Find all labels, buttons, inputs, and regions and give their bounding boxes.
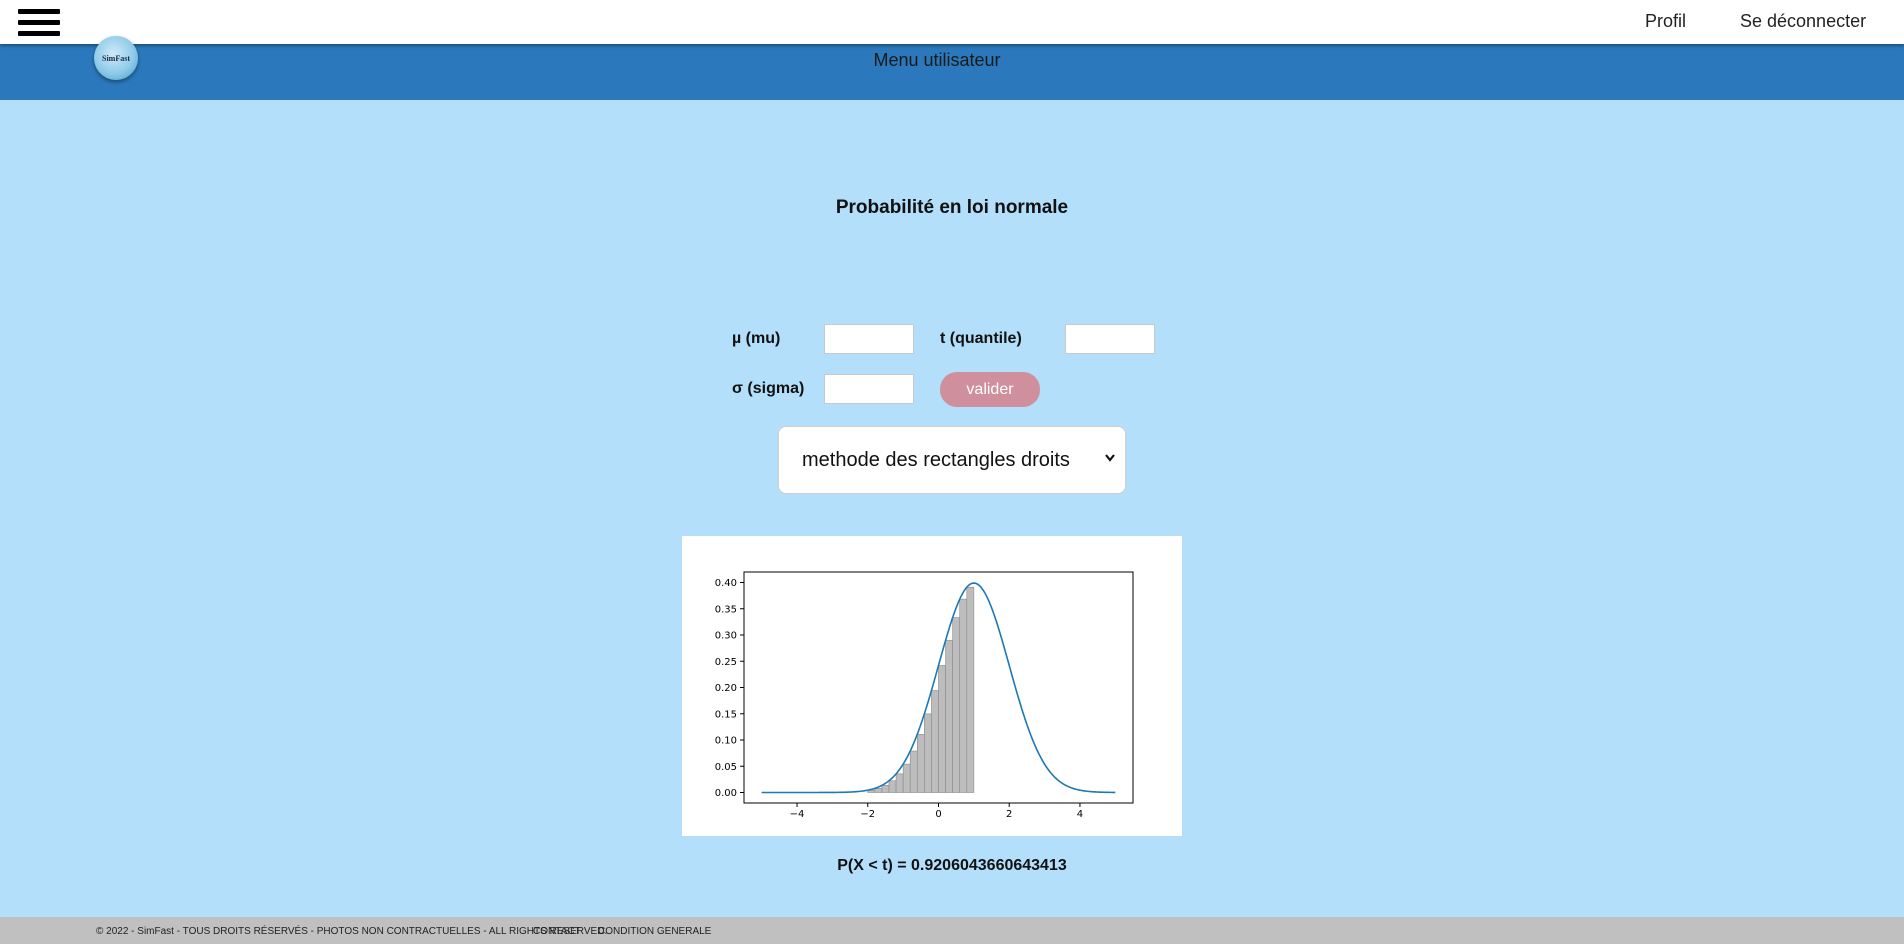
histogram-bar xyxy=(945,640,953,793)
y-tick-label: 0.20 xyxy=(715,683,737,694)
sigma-input[interactable] xyxy=(824,374,914,404)
hamburger-menu-icon[interactable] xyxy=(18,9,60,37)
y-tick-label: 0.05 xyxy=(715,762,737,773)
t-quantile-label: t (quantile) xyxy=(940,330,1022,347)
histogram-bar xyxy=(938,665,946,793)
histogram-bar xyxy=(888,780,897,793)
footer: © 2022 - SimFast - TOUS DROITS RÉSERVÉS … xyxy=(0,917,1904,944)
x-tick-label: −4 xyxy=(790,809,805,820)
footer-contact-link[interactable]: CONTACT xyxy=(533,926,581,937)
normal-density-curve xyxy=(761,582,1116,794)
logout-link[interactable]: Se déconnecter xyxy=(1740,11,1867,31)
mu-input[interactable] xyxy=(824,324,914,354)
user-menu-bar xyxy=(0,44,1904,100)
y-tick-label: 0.10 xyxy=(715,736,737,747)
chart-panel: −4 −2 0 2 4 0.00 0.05 0.10 0.15 0.20 0.25 0.30 0.35 0… xyxy=(682,536,1182,836)
footer-copyright: © 2022 - SimFast - TOUS DROITS RÉSERVÉS … xyxy=(96,926,608,937)
histogram-bar xyxy=(916,733,925,793)
normal-distribution-chart: −4 −2 0 2 4 0.00 0.05 0.10 0.15 0.20 0.25 0.30 0.35 0… xyxy=(715,571,1134,820)
y-tick-label: 0.15 xyxy=(715,709,737,720)
sigma-label: σ (sigma) xyxy=(732,380,805,397)
y-tick-label: 0.00 xyxy=(715,788,737,799)
valider-button[interactable]: valider xyxy=(940,372,1040,407)
method-select[interactable]: methode des rectangles droits xyxy=(778,426,1126,494)
histogram-bar xyxy=(959,598,968,793)
page-title: Probabilité en loi normale xyxy=(835,197,1069,218)
logo-text: SimFast xyxy=(102,53,130,63)
histogram-bar xyxy=(931,690,939,793)
histogram-bar xyxy=(952,617,961,793)
histogram-bar xyxy=(909,750,918,793)
histogram-bar xyxy=(874,788,883,793)
profile-link[interactable]: Profil xyxy=(1645,11,1687,31)
x-tick-label: −2 xyxy=(860,809,875,820)
y-tick-label: 0.25 xyxy=(715,657,737,668)
simfast-logo[interactable]: SimFast xyxy=(94,36,138,80)
chevron-down-icon xyxy=(1105,454,1115,462)
y-tick-label: 0.40 xyxy=(715,578,737,589)
t-quantile-input[interactable] xyxy=(1065,324,1155,354)
x-tick-label: 2 xyxy=(1006,809,1012,820)
histogram-bar xyxy=(895,773,904,793)
histogram-bar xyxy=(902,763,911,793)
footer-conditions-link[interactable]: CONDITION GENERALE xyxy=(598,926,712,937)
histogram-bar xyxy=(966,586,975,793)
x-tick-label: 4 xyxy=(1077,809,1083,820)
method-select-value: methode des rectangles droits xyxy=(802,449,1070,471)
user-menu-title: Menu utilisateur xyxy=(873,50,1001,70)
histogram-bar xyxy=(924,713,932,793)
x-tick-label: 0 xyxy=(935,809,941,820)
y-tick-label: 0.35 xyxy=(715,604,737,615)
mu-label: µ (mu) xyxy=(732,330,781,347)
y-tick-label: 0.30 xyxy=(715,631,737,642)
plot-frame xyxy=(743,571,1134,804)
probability-result: P(X < t) = 0.9206043660643413 xyxy=(837,857,1067,874)
histogram-bar xyxy=(881,785,890,793)
top-navbar: Profil Se déconnecter xyxy=(0,0,1904,44)
